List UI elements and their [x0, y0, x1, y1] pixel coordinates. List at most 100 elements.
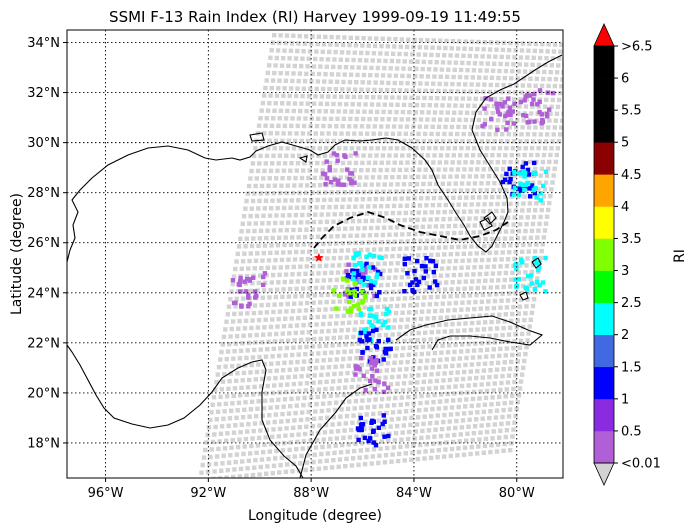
swath-pixel: [480, 334, 486, 339]
swath-pixel: [489, 236, 495, 242]
swath-pixel: [540, 201, 545, 206]
swath-pixel: [311, 264, 316, 269]
swath-pixel: [510, 270, 515, 275]
swath-pixel: [344, 175, 350, 180]
swath-pixel: [247, 221, 252, 226]
swath-pixel: [350, 219, 356, 224]
swath-pixel: [553, 77, 559, 82]
swath-pixel: [397, 289, 402, 294]
swath-pixel: [414, 102, 420, 108]
swath-pixel: [213, 461, 219, 467]
swath-pixel: [460, 216, 466, 221]
swath-pixel: [385, 361, 391, 366]
swath-pixel: [323, 34, 328, 40]
swath-pixel: [488, 368, 493, 373]
swath-pixel: [465, 265, 471, 270]
swath-pixel: [340, 87, 345, 92]
swath-pixel: [554, 70, 560, 75]
swath-pixel: [377, 95, 382, 100]
swath-pixel: [234, 296, 239, 302]
swath-pixel: [516, 270, 522, 275]
swath-pixel: [356, 341, 361, 346]
eez-boundary-dashed: [313, 211, 509, 249]
swath-pixel: [442, 209, 447, 215]
swath-pixel: [270, 161, 275, 166]
swath-pixel: [370, 297, 375, 303]
swath-pixel: [288, 404, 293, 409]
swath-pixel: [268, 442, 274, 447]
swath-pixel: [270, 317, 275, 322]
swath-pixel: [450, 439, 456, 445]
swath-pixel: [287, 213, 292, 218]
swath-pixel: [250, 198, 256, 204]
swath-pixel: [546, 83, 551, 89]
swath-pixel: [443, 245, 448, 250]
swath-pixel: [248, 213, 253, 219]
swath-pixel: [269, 280, 274, 285]
swath-pixel: [492, 340, 498, 345]
swath-pixel: [234, 452, 240, 457]
swath-pixel: [377, 131, 383, 136]
swath-pixel: [451, 195, 456, 200]
swath-pixel: [311, 219, 317, 225]
swath-pixel: [383, 95, 389, 100]
swath-pixel: [533, 166, 538, 172]
swath-pixel: [427, 103, 432, 108]
rain-pixel: [532, 160, 537, 166]
swath-pixel: [218, 394, 223, 399]
swath-pixel: [379, 160, 384, 165]
swath-pixel: [406, 153, 411, 158]
swath-pixel: [484, 429, 490, 435]
colorbar-tick-label: 3: [621, 264, 629, 279]
swath-pixel: [270, 78, 276, 83]
swath-pixel: [406, 196, 411, 201]
swath-pixel: [265, 70, 271, 76]
swath-pixel: [504, 104, 509, 109]
swath-pixel: [491, 388, 496, 393]
swath-pixel: [418, 400, 423, 406]
rain-pixel: [523, 182, 529, 188]
swath-pixel: [217, 439, 222, 444]
swath-pixel: [334, 79, 340, 84]
swath-pixel: [526, 208, 531, 213]
rain-pixel: [346, 294, 351, 299]
swath-pixel: [382, 460, 388, 465]
swath-pixel: [301, 242, 307, 247]
swath-pixel: [271, 153, 276, 158]
swath-pixel: [292, 418, 297, 423]
swath-pixel: [448, 336, 453, 341]
swath-pixel: [328, 197, 333, 202]
swath-pixel: [370, 58, 375, 63]
swath-pixel: [393, 232, 399, 237]
swath-pixel: [508, 201, 513, 206]
swath-pixel: [480, 54, 485, 59]
swath-pixel: [353, 398, 359, 404]
swath-pixel: [278, 346, 283, 351]
rain-pixel: [344, 275, 349, 281]
swath-pixel: [492, 181, 497, 186]
swath-pixel: [348, 153, 353, 158]
swath-pixel: [428, 217, 433, 222]
swath-pixel: [261, 369, 266, 374]
swath-pixel: [291, 264, 296, 270]
swath-pixel: [389, 261, 394, 266]
swath-pixel: [289, 432, 295, 438]
swath-pixel: [338, 212, 344, 217]
swath-pixel: [499, 54, 504, 60]
swath-pixel: [274, 213, 279, 218]
swath-pixel: [504, 428, 510, 433]
swath-pixel: [281, 404, 286, 409]
swath-pixel: [422, 131, 428, 137]
swath-pixel: [412, 436, 417, 441]
swath-pixel: [237, 437, 242, 442]
swath-pixel: [254, 450, 259, 455]
swath-pixel: [298, 301, 303, 306]
swath-pixel: [522, 152, 527, 158]
swath-pixel: [525, 256, 530, 261]
colorbar-bin: [594, 398, 614, 432]
rain-pixel: [357, 367, 362, 372]
swath-pixel: [455, 453, 460, 458]
swath-pixel: [309, 116, 314, 121]
swath-pixel: [502, 277, 507, 283]
swath-pixel: [380, 36, 385, 41]
